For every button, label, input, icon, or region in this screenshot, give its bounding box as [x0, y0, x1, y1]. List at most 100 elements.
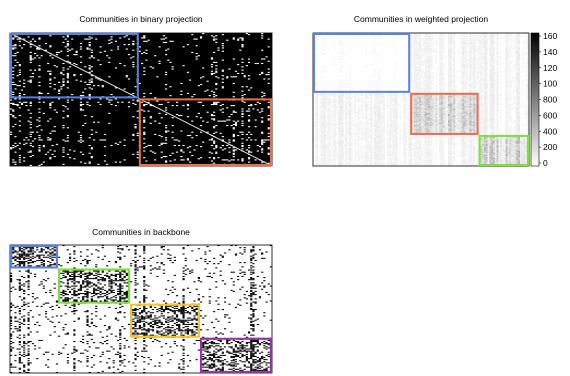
matrix-cell — [527, 91, 529, 93]
matrix-cell — [527, 51, 529, 53]
matrix-cell — [471, 98, 474, 100]
matrix-cell — [165, 107, 168, 109]
matrix-cell — [426, 76, 429, 78]
matrix-cell — [386, 100, 389, 102]
matrix-cell — [496, 96, 499, 98]
matrix-cell — [505, 67, 508, 69]
matrix-cell — [403, 97, 405, 98]
matrix-cell — [66, 60, 69, 62]
matrix-cell — [361, 101, 364, 103]
matrix-cell — [500, 95, 502, 96]
matrix-cell — [516, 81, 519, 83]
matrix-cell — [345, 102, 348, 104]
matrix-cell — [165, 127, 168, 129]
matrix-cell — [267, 68, 270, 70]
matrix-cell — [442, 72, 445, 75]
matrix-cell — [475, 57, 477, 58]
matrix-cell — [453, 49, 456, 51]
matrix-cell — [511, 35, 513, 36]
matrix-cell — [518, 89, 520, 91]
matrix-cell — [470, 55, 472, 56]
matrix-cell — [381, 100, 383, 101]
matrix-cell — [464, 77, 466, 78]
matrix-cell — [491, 66, 493, 68]
matrix-cell — [58, 51, 61, 53]
matrix-cell — [424, 48, 427, 50]
matrix-cell — [448, 34, 450, 36]
matrix-cell — [415, 40, 418, 42]
matrix-cell — [435, 67, 437, 68]
matrix-cell — [419, 62, 421, 65]
matrix-cell — [29, 101, 32, 103]
matrix-cell — [417, 63, 419, 64]
matrix-cell — [471, 41, 473, 42]
matrix-cell — [158, 103, 161, 106]
matrix-cell — [79, 95, 83, 97]
matrix-cell — [509, 57, 511, 58]
matrix-cell — [412, 75, 414, 77]
matrix-cell — [413, 87, 416, 89]
matrix-cell — [213, 101, 216, 103]
matrix-cell — [345, 95, 347, 96]
matrix-cell — [489, 93, 492, 96]
matrix-cell — [234, 111, 238, 113]
matrix-cell — [367, 97, 369, 99]
matrix-cell — [493, 74, 495, 76]
matrix-cell — [489, 101, 492, 103]
matrix-cell — [215, 82, 218, 84]
matrix-cell — [505, 93, 508, 96]
matrix-cell — [245, 139, 248, 141]
matrix-cell — [340, 42, 342, 45]
matrix-cell — [496, 72, 499, 75]
matrix-cell — [349, 93, 351, 96]
matrix-cell — [468, 74, 470, 75]
matrix-cell — [516, 86, 519, 88]
matrix-cell — [419, 50, 421, 52]
matrix-cell — [424, 76, 427, 78]
matrix-cell — [254, 103, 257, 106]
matrix-cell — [221, 70, 224, 72]
matrix-cell — [322, 99, 324, 101]
matrix-cell — [496, 101, 499, 103]
matrix-cell — [333, 86, 335, 87]
matrix-cell — [349, 43, 351, 44]
matrix-cell — [413, 83, 416, 86]
matrix-cell — [473, 39, 475, 41]
matrix-cell — [485, 60, 488, 62]
matrix-cell — [132, 56, 135, 58]
matrix-cell — [374, 71, 376, 72]
matrix-cell — [435, 39, 438, 41]
matrix-cell — [60, 71, 63, 73]
matrix-cell — [38, 124, 41, 127]
matrix-cell — [365, 81, 367, 82]
matrix-cell — [387, 95, 389, 96]
matrix-cell — [464, 101, 466, 103]
matrix-cell — [324, 42, 326, 43]
matrix-cell — [473, 57, 475, 59]
matrix-cell — [44, 153, 48, 155]
matrix-cell — [485, 82, 488, 84]
matrix-cell — [440, 100, 443, 102]
matrix-cell — [165, 160, 168, 162]
matrix-cell — [331, 93, 333, 94]
matrix-cell — [90, 116, 93, 118]
matrix-cell — [440, 47, 443, 49]
matrix-cell — [405, 37, 407, 38]
matrix-cell — [417, 74, 420, 76]
matrix-cell — [221, 42, 224, 45]
matrix-cell — [424, 66, 427, 68]
matrix-cell — [489, 62, 492, 65]
matrix-cell — [449, 72, 452, 75]
matrix-cell — [267, 119, 270, 121]
matrix-cell — [464, 58, 466, 60]
matrix-cells — [314, 33, 529, 166]
matrix-cell — [444, 58, 446, 59]
matrix-cell — [365, 56, 367, 57]
matrix-cell — [466, 68, 468, 69]
matrix-cell — [443, 46, 445, 47]
matrix-cell — [439, 77, 441, 78]
matrix-cell — [469, 91, 472, 93]
matrix-cell — [413, 99, 416, 101]
matrix-cell — [451, 60, 454, 62]
matrix-cell — [10, 131, 13, 133]
